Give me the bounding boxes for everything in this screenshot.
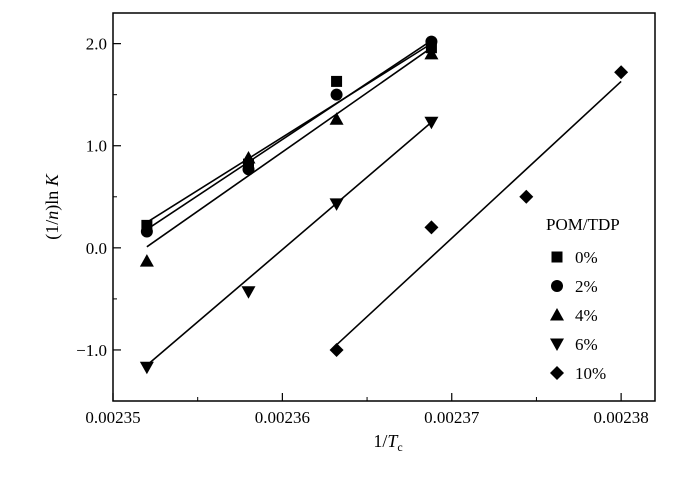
data-point: [242, 163, 255, 176]
legend-title: POM/TDP: [546, 215, 620, 234]
x-tick-label: 0.00237: [424, 408, 480, 427]
data-point: [139, 254, 154, 267]
data-point: [424, 220, 439, 235]
legend-marker: [550, 338, 564, 351]
data-point: [139, 361, 154, 375]
y-tick-label: 1.0: [86, 137, 107, 156]
fit-line: [146, 121, 432, 366]
legend-marker: [551, 251, 563, 263]
x-tick-label: 0.00235: [85, 408, 140, 427]
fit-line: [146, 47, 432, 248]
data-point: [425, 35, 438, 48]
data-points: [139, 35, 629, 375]
data-point: [329, 198, 344, 211]
legend-label: 0%: [575, 248, 598, 267]
data-point: [330, 88, 343, 101]
legend-label: 2%: [575, 277, 598, 296]
x-tick-label: 0.00238: [594, 408, 649, 427]
data-point: [331, 75, 343, 87]
fit-line: [146, 42, 432, 223]
data-point: [424, 116, 439, 130]
legend-label: 6%: [575, 335, 598, 354]
legend: POM/TDP 0% 2% 4% 6% 10%: [546, 215, 620, 383]
fit-lines: [146, 39, 622, 366]
data-point: [241, 150, 256, 164]
plot-frame: [112, 12, 656, 402]
x-tick-label: 0.00236: [255, 408, 310, 427]
axis-ticks: 0.00235 0.00236 0.00237 0.00238 −1.0 0.0 1.0 2.…: [76, 35, 649, 427]
fit-line: [146, 39, 432, 231]
data-point: [614, 65, 629, 80]
legend-label: 4%: [575, 306, 598, 325]
x-axis-label: 1/Tc: [373, 431, 402, 454]
legend-marker: [550, 308, 564, 321]
data-point: [424, 46, 439, 60]
y-tick-label: −1.0: [76, 341, 107, 360]
data-point: [329, 342, 344, 357]
y-tick-label: 0.0: [86, 239, 107, 258]
legend-marker: [551, 280, 563, 292]
data-point: [140, 225, 153, 238]
y-axis-label: (1/n)ln K: [42, 173, 63, 240]
legend-marker: [550, 366, 564, 380]
legend-label: 10%: [575, 364, 606, 383]
data-point: [241, 286, 256, 299]
y-tick-label: 2.0: [86, 35, 107, 54]
data-point: [329, 112, 344, 125]
data-point: [141, 219, 153, 231]
fit-line: [336, 80, 622, 346]
data-point: [519, 189, 534, 204]
